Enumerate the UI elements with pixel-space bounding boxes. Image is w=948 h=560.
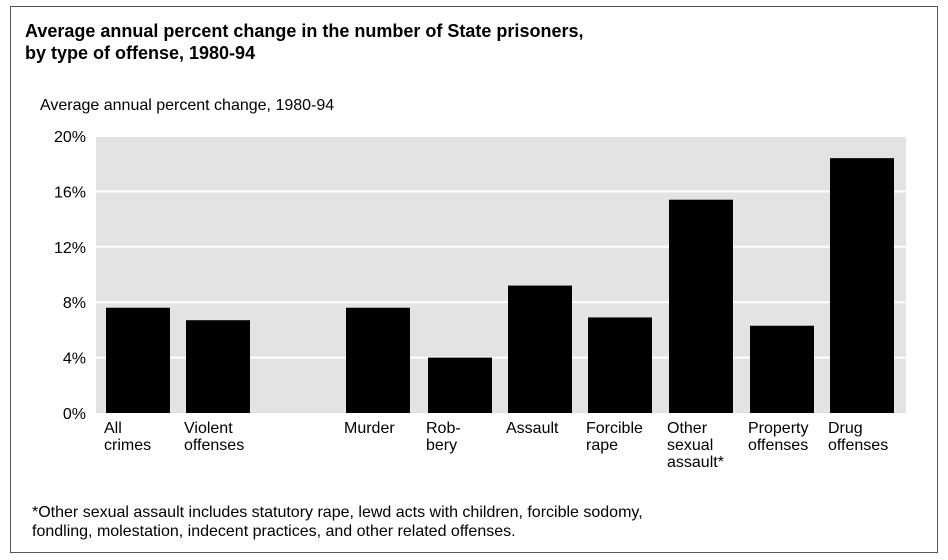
y-tick-label: 4% xyxy=(63,351,86,368)
y-axis-caption: Average annual percent change, 1980-94 xyxy=(40,97,335,114)
y-tick-label: 8% xyxy=(63,295,86,312)
x-tick-label: sexual xyxy=(667,437,713,454)
figure-frame xyxy=(10,6,938,553)
footnote-line-1: *Other sexual assault includes statutory… xyxy=(32,504,643,521)
bar xyxy=(186,320,250,413)
x-tick-label: Other xyxy=(667,420,708,437)
x-tick-label: Violent xyxy=(184,420,233,437)
bar xyxy=(750,325,814,413)
bar xyxy=(669,199,733,413)
x-tick-label: crimes xyxy=(104,437,151,454)
y-tick-label: 16% xyxy=(54,184,86,201)
chart-title-line-2: by type of offense, 1980-94 xyxy=(25,43,256,63)
bar xyxy=(428,357,492,413)
x-tick-label: Drug xyxy=(828,420,863,437)
footnote-line-2: fondling, molestation, indecent practice… xyxy=(32,523,516,540)
x-tick-label: rape xyxy=(586,437,618,454)
bar xyxy=(508,285,572,413)
bar xyxy=(830,158,894,413)
y-tick-label: 0% xyxy=(63,406,86,423)
x-tick-label: bery xyxy=(426,437,457,454)
footnote: *Other sexual assault includes statutory… xyxy=(32,503,643,541)
x-tick-label: Rob- xyxy=(426,420,461,437)
bar-chart: 0%4%8%12%16%20%AllcrimesViolentoffensesM… xyxy=(54,129,906,471)
y-tick-label: 20% xyxy=(54,129,86,146)
chart-title: Average annual percent change in the num… xyxy=(25,20,583,64)
x-tick-label: Forcible xyxy=(586,420,643,437)
chart-title-line-1: Average annual percent change in the num… xyxy=(25,21,584,41)
x-tick-label: All xyxy=(104,420,122,437)
x-tick-label: Property xyxy=(748,420,808,437)
x-tick-label: assault* xyxy=(667,454,724,471)
x-tick-label: offenses xyxy=(184,437,244,454)
x-tick-label: Assault xyxy=(506,420,559,437)
x-tick-label: offenses xyxy=(748,437,808,454)
bar xyxy=(588,317,652,413)
y-tick-label: 12% xyxy=(54,240,86,257)
bar xyxy=(106,307,170,413)
bar xyxy=(346,307,410,413)
x-tick-label: offenses xyxy=(828,437,888,454)
x-tick-label: Murder xyxy=(344,420,395,437)
